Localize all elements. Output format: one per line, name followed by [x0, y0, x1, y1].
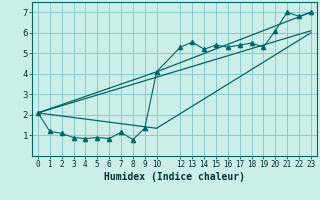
X-axis label: Humidex (Indice chaleur): Humidex (Indice chaleur): [104, 172, 245, 182]
